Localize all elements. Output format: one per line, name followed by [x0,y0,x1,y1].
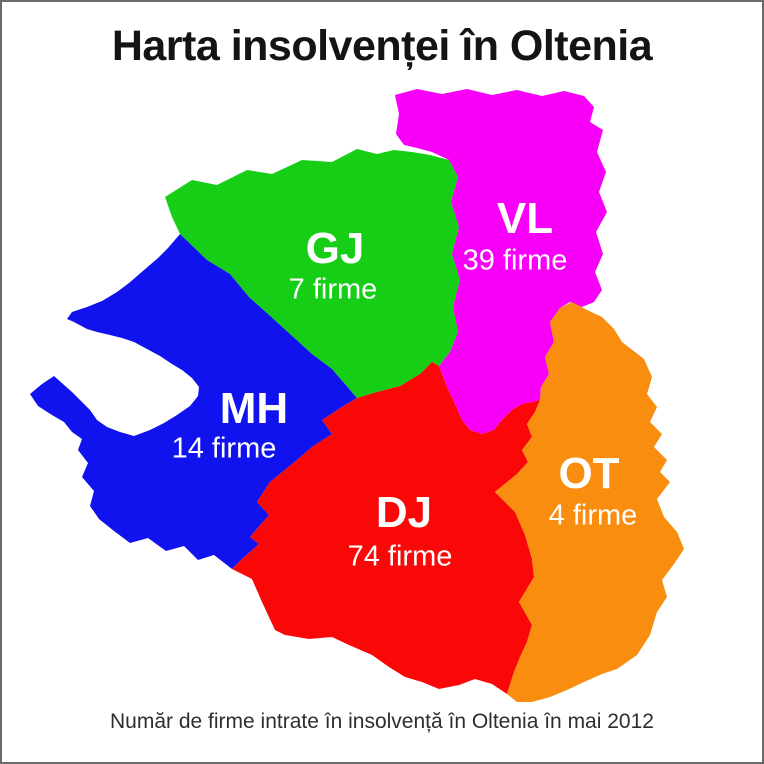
label-dj-code: DJ [375,488,433,537]
region-mh [30,234,357,569]
label-dj-firms: 74 firme [347,540,453,573]
region-gj [165,149,460,398]
region-ot [495,302,684,702]
caption: Număr de firme intrate în insolvență în … [110,710,654,733]
page-title: Harta insolvenței în Oltenia [111,22,653,70]
label-vl-code: VL [496,194,554,243]
label-ot-firms: 4 firme [548,499,638,532]
label-mh-code: MH [219,384,289,433]
region-dj [232,362,540,694]
region-vl [395,89,607,434]
label-gj-firms: 7 firme [288,273,378,306]
label-ot-code: OT [558,449,620,498]
label-gj-code: GJ [305,224,365,273]
label-mh-firms: 14 firme [171,432,277,465]
label-vl-firms: 39 firme [462,244,568,277]
